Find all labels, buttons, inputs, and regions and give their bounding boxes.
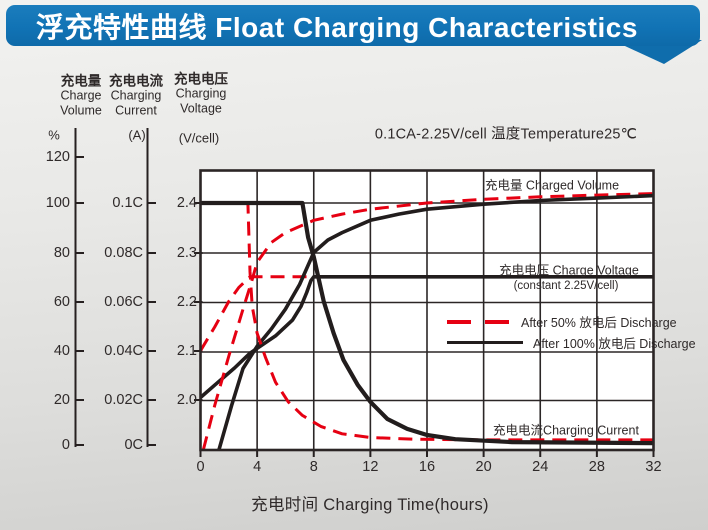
- tick-label: 20: [53, 392, 70, 408]
- test-condition-label: 0.1CA-2.25V/cell 温度Temperature25℃: [374, 126, 638, 143]
- current-axis-title-en2: Current: [115, 103, 157, 118]
- curve-charge-voltage-after-100%-discharge: [199, 275, 654, 399]
- voltage-axis-title-cn: 充电电压: [174, 71, 228, 87]
- charge-voltage-sublabel: (constant 2.25V/cell): [513, 280, 619, 292]
- charged-volume-label: 充电量 Charged Volume: [484, 178, 620, 193]
- tick-label: 0.06C: [104, 294, 143, 310]
- current-axis-title-cn: 充电电流: [109, 73, 163, 89]
- x-axis-title: 充电时间 Charging Time(hours): [251, 496, 489, 514]
- tick-label: 2.3: [176, 245, 197, 261]
- banner-tail: [612, 40, 702, 64]
- tick-label: 2.4: [176, 195, 197, 211]
- tick-label: 4: [253, 459, 262, 475]
- current-axis-title: 充电电流 Charging Current: [109, 74, 163, 119]
- voltage-axis-title-en1: Charging: [175, 86, 227, 101]
- curve-charge-voltage-after-50%-discharge: [199, 275, 314, 352]
- title-banner: 浮充特性曲线 Float Charging Characteristics: [6, 5, 700, 46]
- volume-axis-title-en2: Volume: [60, 103, 102, 118]
- curve-charging-current-after-50%-discharge: [200, 201, 654, 442]
- black-solid-line-sample: [447, 340, 523, 345]
- page-title: 浮充特性曲线 Float Charging Characteristics: [36, 11, 638, 43]
- legend-item-after-100: After 100% 放电后 Discharge: [447, 333, 696, 352]
- tick-label: 2.2: [176, 294, 197, 310]
- volume-axis-unit: %: [48, 127, 60, 143]
- voltage-axis-title: 充电电压 Charging Voltage: [174, 72, 228, 117]
- volume-axis-title: 充电量 Charge Volume: [60, 74, 102, 119]
- tick-label: 40: [53, 343, 70, 359]
- tick-label: 120: [45, 149, 70, 165]
- tick-label: 0: [196, 459, 205, 475]
- tick-label: 20: [475, 459, 492, 475]
- legend-item-after-50: After 50% 放电后 Discharge: [447, 312, 677, 331]
- plot-border: [199, 169, 655, 452]
- volume-axis-title-en1: Charge: [60, 88, 102, 103]
- voltage-axis-unit: (V/cell): [178, 130, 220, 146]
- volume-axis-title-cn: 充电量: [60, 73, 102, 89]
- tick-label: 0.04C: [104, 343, 143, 359]
- curve-charge-volume-after-50%-discharge: [201, 192, 654, 451]
- tick-label: 60: [53, 294, 70, 310]
- tick-label: 0: [61, 437, 70, 453]
- voltage-axis-title-en2: Voltage: [180, 101, 222, 116]
- tick-label: 2.1: [176, 343, 197, 359]
- tick-label: 0.08C: [104, 245, 143, 261]
- curve-charge-volume-after-100%-discharge: [217, 193, 654, 451]
- tick-label: 8: [309, 459, 318, 475]
- tick-label: 28: [588, 459, 605, 475]
- charging-current-label: 充电电流Charging Current: [493, 423, 639, 438]
- data-curves: [199, 192, 654, 451]
- tick-label: 24: [532, 459, 549, 475]
- charge-voltage-label: 充电电压 Charge Voltage: [499, 263, 639, 278]
- tick-label: 0C: [124, 437, 143, 453]
- current-axis-unit: (A): [128, 127, 146, 143]
- tick-label: 80: [53, 245, 70, 261]
- legend-label-after-100: After 100% 放电后 Discharge: [533, 337, 696, 351]
- tick-label: 100: [45, 195, 70, 211]
- axis-lines: [74, 128, 655, 457]
- tick-label: 16: [418, 459, 436, 475]
- tick-label: 12: [362, 459, 379, 475]
- curve-charging-current-after-100%-discharge: [200, 200, 654, 446]
- tick-label: 0.02C: [104, 392, 143, 408]
- legend-label-after-50: After 50% 放电后 Discharge: [521, 316, 677, 330]
- red-dashed-line-sample: [447, 319, 511, 324]
- tick-label: 0.1C: [112, 195, 143, 211]
- current-axis-title-en1: Charging: [110, 88, 162, 103]
- tick-label: 32: [645, 459, 662, 475]
- tick-label: 2.0: [176, 392, 197, 408]
